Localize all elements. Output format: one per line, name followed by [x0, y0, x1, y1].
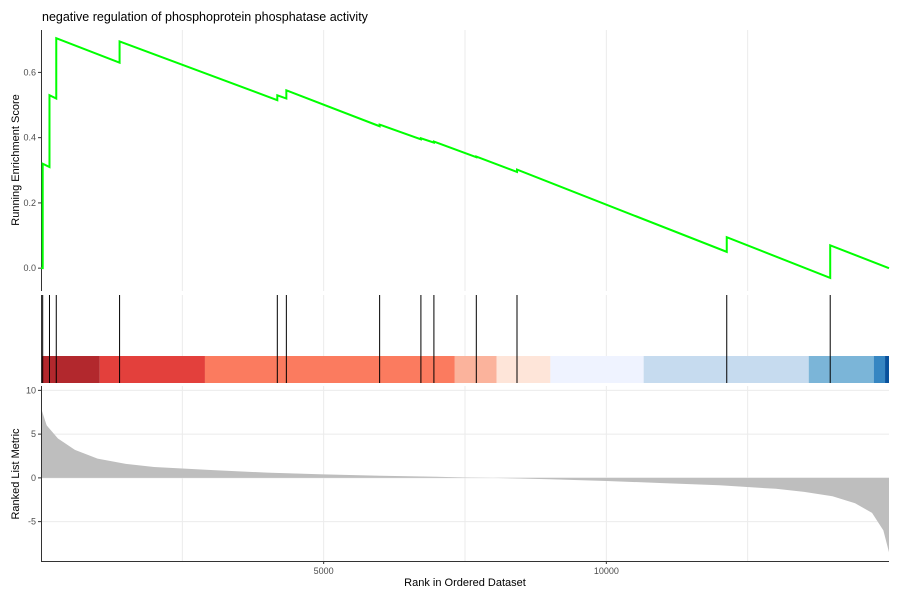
color-bar-segment — [454, 356, 497, 383]
y-tick-label: 0.6 — [23, 67, 36, 77]
hits-gridlines — [181, 295, 749, 356]
y-tick-label: -5 — [28, 517, 36, 527]
color-bar-segment — [643, 356, 809, 383]
running-score-y-ticks: 0.0 0.2 0.4 0.6 — [23, 67, 41, 273]
y-tick-label: 0.2 — [23, 198, 36, 208]
color-bar-segment — [496, 356, 551, 383]
ranked-metric-panel: -5 0 5 10 5000 10000 Ranked List Metric Rank… — [10, 385, 889, 589]
x-tick-label: 10000 — [594, 566, 619, 576]
color-bar-segment — [808, 356, 874, 383]
gene-hit-lines — [42, 295, 831, 383]
x-axis-label: Rank in Ordered Dataset — [404, 577, 526, 589]
y-tick-label: 5 — [31, 429, 36, 439]
color-bar-segment — [550, 356, 644, 383]
running-score-line — [41, 36, 890, 280]
color-bar-segment — [885, 356, 889, 383]
ranked-metric-y-label: Ranked List Metric — [10, 428, 22, 520]
ranked-metric-y-ticks: -5 0 5 10 — [26, 385, 41, 527]
rank-color-bar — [41, 356, 889, 383]
hits-panel — [41, 295, 889, 383]
y-tick-label: 10 — [26, 385, 36, 395]
x-axis-ticks: 5000 10000 — [314, 561, 619, 576]
color-bar-segment — [873, 356, 886, 383]
y-tick-label: 0 — [31, 473, 36, 483]
running-score-panel: 0.0 0.2 0.4 0.6 Running Enrichment Score — [10, 30, 890, 291]
ranked-metric-area — [41, 407, 889, 553]
x-tick-label: 5000 — [314, 566, 334, 576]
color-bar-segment — [41, 356, 100, 383]
color-bar-segment — [204, 356, 455, 383]
color-bar-segment — [99, 356, 205, 383]
running-score-gridlines — [181, 30, 749, 291]
running-score-y-label: Running Enrichment Score — [10, 94, 22, 225]
y-tick-label: 0.0 — [23, 263, 36, 273]
chart-title: negative regulation of phosphoprotein ph… — [42, 10, 369, 24]
y-tick-label: 0.4 — [23, 133, 36, 143]
